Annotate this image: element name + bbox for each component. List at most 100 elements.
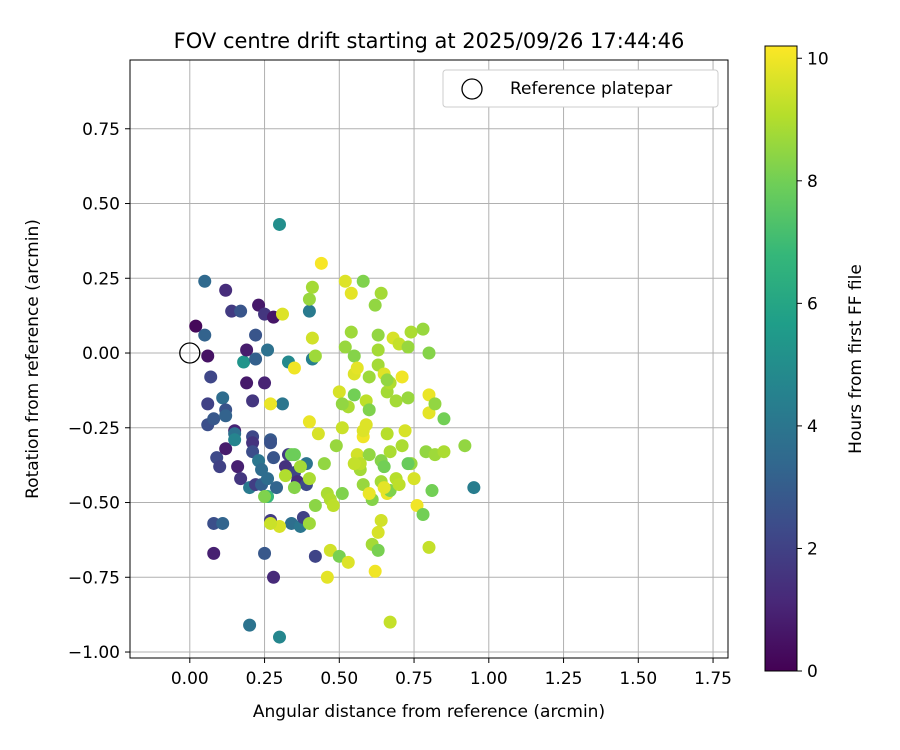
data-point [216,516,230,530]
data-point [273,630,286,644]
data-point [270,481,284,495]
data-point [275,397,289,411]
data-point [278,469,292,483]
data-point [243,618,257,632]
x-tick-label: 1.00 [470,669,508,689]
data-point [201,349,215,363]
data-point [425,484,439,498]
data-point [273,217,286,231]
data-point [374,513,388,527]
y-tick-label: −0.25 [68,419,120,439]
data-point [302,415,316,429]
data-point [287,481,301,495]
data-point [231,460,245,474]
data-point [371,543,385,557]
data-point [404,325,418,339]
data-point [368,564,382,578]
data-point [302,472,316,486]
colorbar-tick-label: 10 [807,49,829,69]
chart-title: FOV centre drift starting at 2025/09/26 … [174,29,685,53]
data-point [359,418,373,432]
x-tick-label: 0.25 [246,669,284,689]
data-point [371,343,385,357]
data-point [308,349,322,363]
data-point [368,298,382,312]
data-point [261,343,275,357]
data-point [275,307,289,321]
data-point [258,376,272,390]
data-point [258,490,272,504]
data-point [314,256,328,270]
data-point [467,481,481,495]
data-point [383,445,397,459]
data-point [219,442,233,456]
data-point [407,472,421,486]
x-tick-label: 1.25 [545,669,583,689]
data-point [401,391,415,405]
data-point [395,370,409,384]
data-point [219,409,233,423]
data-point [389,394,403,408]
colorbar-tick-label: 2 [807,539,818,559]
data-point [240,376,254,390]
x-tick-label: 0.00 [171,669,209,689]
data-point [422,346,436,360]
data-point [249,328,263,342]
legend-label: Reference platepar [510,79,672,99]
data-point [317,457,331,471]
reference-point-marker [179,342,201,364]
data-point [437,445,451,459]
colorbar: 0 2 4 6 8 10 Hours from first FF file [764,45,866,682]
colorbar-tick-label: 0 [807,662,818,682]
x-tick-label: 1.50 [619,669,657,689]
data-point [237,355,251,369]
data-point [189,319,203,333]
data-point [371,328,385,342]
legend-marker-icon [461,78,483,100]
data-point [302,304,316,318]
data-point [437,412,451,426]
data-point [335,397,349,411]
legend: Reference platepar [442,69,719,108]
data-point [261,472,275,486]
data-point [377,460,391,474]
y-axis-label: Rotation from reference (arcmin) [23,219,43,499]
data-point [380,373,394,387]
data-point [380,427,394,441]
colorbar-ticks: 0 2 4 6 8 10 [797,49,829,682]
data-point [267,451,281,465]
data-point [416,507,430,521]
y-tick-label: −0.75 [68,568,120,588]
data-point [344,286,358,300]
data-point [326,499,340,513]
data-point [401,340,415,354]
data-point [228,433,242,447]
data-point [338,274,352,288]
legend-box [442,69,719,108]
data-point [458,439,472,453]
data-point [362,403,376,417]
y-tick-label: −1.00 [68,643,120,663]
data-point [416,322,430,336]
colorbar-label: Hours from first FF file [846,264,866,454]
data-point [320,570,334,584]
data-point [338,340,352,354]
data-point [213,460,227,474]
data-point [249,352,263,366]
data-point [401,457,415,471]
plot-frame [129,59,729,659]
data-point [398,424,412,438]
colorbar-tick-label: 6 [807,294,818,314]
colorbar-gradient [764,45,798,672]
data-point [201,397,215,411]
data-point [264,397,278,411]
data-point [287,361,301,375]
x-axis-ticks: 0.00 0.25 0.50 0.75 1.00 1.25 1.50 1.75 [171,658,732,689]
data-point [264,516,278,530]
data-point [198,274,212,288]
data-point [207,412,221,426]
data-point [246,394,260,408]
data-point [287,448,301,462]
data-point [335,487,349,501]
data-point [356,274,370,288]
